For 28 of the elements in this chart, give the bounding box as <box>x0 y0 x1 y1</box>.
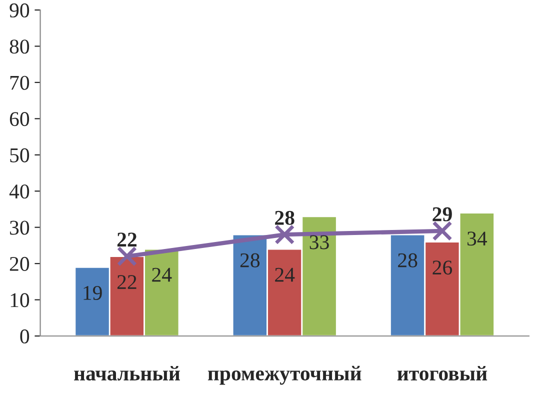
data-label: 24 <box>152 268 172 282</box>
y-tick-label: 80 <box>10 40 30 54</box>
x-tick-label: промежуточный <box>208 366 362 385</box>
data-label: 19 <box>84 286 102 300</box>
x-tick-label: начальный <box>74 366 180 381</box>
y-tick-label: 70 <box>10 76 30 90</box>
data-label: 22 <box>117 232 136 246</box>
data-label: 33 <box>310 235 329 250</box>
data-label: 26 <box>432 260 452 275</box>
y-tick-label: 50 <box>10 148 30 162</box>
data-label: 22 <box>117 275 136 289</box>
point <box>116 246 138 266</box>
x-tick-label: итоговый <box>397 366 488 381</box>
y-tick-label: 10 <box>10 293 30 308</box>
y-tick-label: 20 <box>10 256 30 271</box>
data-label: 28 <box>275 210 294 225</box>
y-tick-label: 30 <box>10 220 30 235</box>
point <box>274 224 295 245</box>
data-label: 24 <box>275 268 295 282</box>
data-label: 29 <box>432 207 452 222</box>
y-tick-label: 0 <box>20 329 30 344</box>
data-label: 34 <box>468 232 488 246</box>
y-tick-label: 90 <box>10 3 30 18</box>
point <box>432 220 452 242</box>
data-label: 28 <box>398 253 418 268</box>
y-tick-label: 60 <box>10 112 30 126</box>
data-label: 28 <box>240 253 260 268</box>
y-tick-label: 40 <box>9 184 30 199</box>
